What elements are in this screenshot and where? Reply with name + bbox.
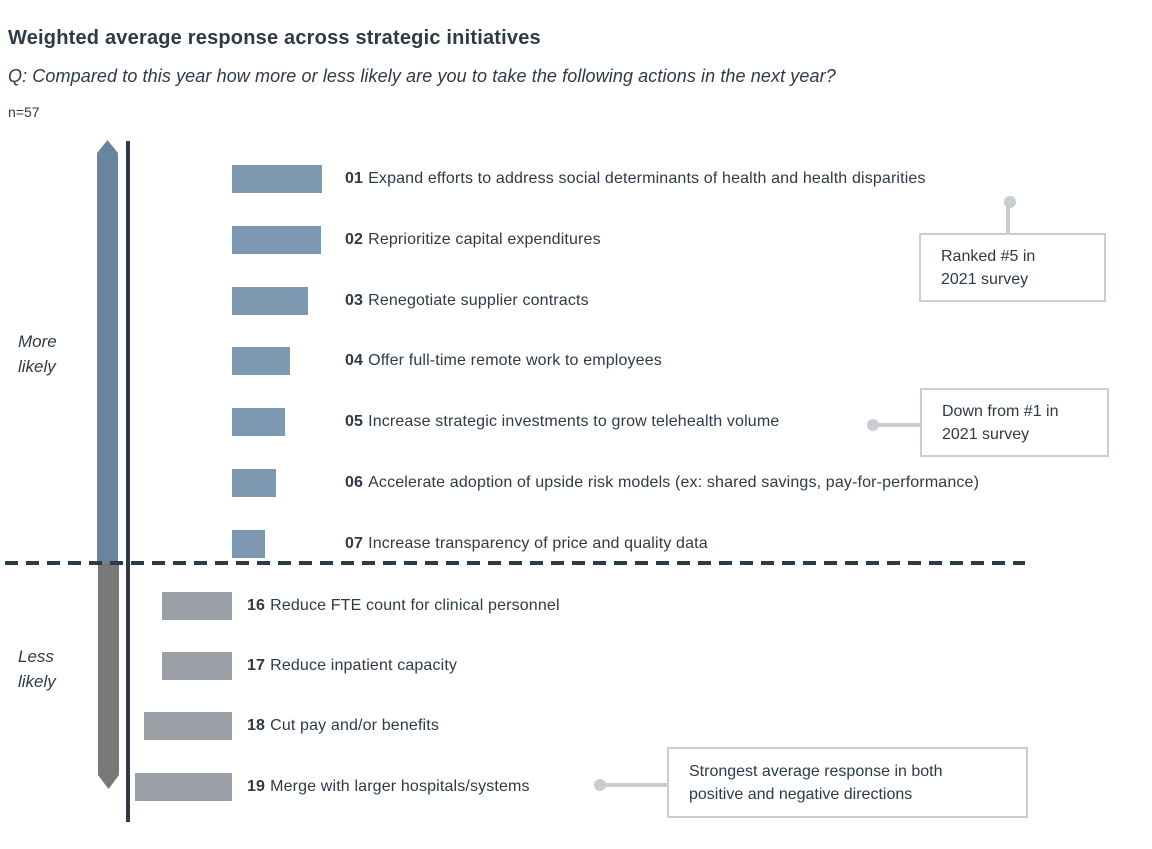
more-likely-bar — [232, 408, 285, 436]
initiative-label-group: 06 Accelerate adoption of upside risk mod… — [345, 469, 979, 497]
initiative-rank: 05 — [345, 413, 364, 430]
less-likely-arrow-icon — [98, 563, 119, 789]
less-likely-label-line2: likely — [18, 672, 56, 691]
initiative-rank: 03 — [345, 292, 364, 309]
initiative-rank: 02 — [345, 231, 364, 248]
initiative-row: 06 Accelerate adoption of upside risk mod… — [0, 469, 1152, 497]
initiative-row: 18 Cut pay and/or benefits — [0, 712, 1152, 740]
initiative-label: Reduce inpatient capacity — [270, 657, 458, 674]
callout-connector-line — [876, 423, 921, 427]
initiative-label-group: 16 Reduce FTE count for clinical personne… — [247, 592, 560, 620]
initiative-rank: 07 — [345, 535, 364, 552]
callout-connector-dot — [867, 419, 879, 431]
initiative-label-group: 01 Expand efforts to address social deter… — [345, 165, 926, 193]
more-likely-bar — [232, 287, 308, 315]
initiative-label: Renegotiate supplier contracts — [368, 292, 589, 309]
survey-question: Q: Compared to this year how more or les… — [8, 66, 836, 86]
callout-box: Down from #1 in 2021 survey — [920, 388, 1109, 457]
less-likely-bar — [162, 652, 232, 680]
callout-text-line: 2021 survey — [942, 425, 1030, 443]
callout-text-line: Down from #1 in — [942, 402, 1059, 420]
callout-box: Ranked #5 in 2021 survey — [919, 233, 1106, 302]
initiative-rank: 06 — [345, 474, 364, 491]
less-likely-bar — [135, 773, 232, 801]
callout-text-line: Ranked #5 in — [941, 247, 1036, 265]
sample-size: n=57 — [8, 104, 40, 120]
more-likely-bar — [232, 165, 322, 193]
initiative-row: 03 Renegotiate supplier contracts — [0, 287, 1152, 315]
callout-box: Strongest average response in both positi… — [667, 747, 1028, 818]
initiative-row: 19 Merge with larger hospitals/systems — [0, 773, 1152, 801]
more-likely-bar — [232, 530, 265, 558]
more-likely-bar — [232, 226, 321, 254]
initiative-row: 16 Reduce FTE count for clinical personne… — [0, 592, 1152, 620]
callout-connector-line — [1006, 206, 1010, 234]
more-likely-label-line1: More — [18, 332, 57, 351]
initiative-label: Accelerate adoption of upside risk model… — [368, 474, 980, 491]
callout-connector-dot — [594, 779, 606, 791]
initiative-row: 01 Expand efforts to address social deter… — [0, 165, 1152, 193]
less-likely-bar — [144, 712, 232, 740]
initiative-label-group: 05 Increase strategic investments to grow… — [345, 408, 779, 436]
initiative-label-group: 04 Offer full-time remote work to employe… — [345, 347, 662, 375]
initiative-rank: 19 — [247, 778, 266, 795]
initiative-rank: 04 — [345, 352, 364, 369]
less-likely-label: Less likely — [18, 644, 56, 694]
initiative-label: Increase transparency of price and quali… — [368, 535, 708, 552]
initiative-label-group: 17 Reduce inpatient capacity — [247, 652, 457, 680]
chart-title: Weighted average response across strateg… — [8, 27, 541, 49]
more-likely-bar — [232, 469, 276, 497]
initiative-label-group: 18 Cut pay and/or benefits — [247, 712, 439, 740]
initiative-label: Increase strategic investments to grow t… — [368, 413, 780, 430]
initiative-rank: 16 — [247, 597, 266, 614]
less-likely-label-line1: Less — [18, 647, 54, 666]
initiative-label: Offer full-time remote work to employees — [368, 352, 662, 369]
initiative-label: Cut pay and/or benefits — [270, 717, 439, 734]
more-likely-label: More likely — [18, 329, 57, 379]
initiative-row: 17 Reduce inpatient capacity — [0, 652, 1152, 680]
initiative-row: 02 Reprioritize capital expenditures — [0, 226, 1152, 254]
initiative-row: 04 Offer full-time remote work to employe… — [0, 347, 1152, 375]
initiative-label-group: 07 Increase transparency of price and qua… — [345, 530, 708, 558]
callout-text-line: Strongest average response in both — [689, 762, 943, 780]
initiative-label: Reduce FTE count for clinical personnel — [270, 597, 560, 614]
callout-text-line: positive and negative directions — [689, 785, 913, 803]
more-likely-bar — [232, 347, 290, 375]
initiative-rank: 18 — [247, 717, 266, 734]
more-likely-label-line2: likely — [18, 357, 56, 376]
callout-text-line: 2021 survey — [941, 270, 1029, 288]
less-likely-bar — [162, 592, 232, 620]
initiative-label: Expand efforts to address social determi… — [368, 170, 926, 187]
initiative-label: Merge with larger hospitals/systems — [270, 778, 530, 795]
likelihood-axis-line — [126, 141, 130, 822]
initiative-row: 05 Increase strategic investments to grow… — [0, 408, 1152, 436]
initiative-label: Reprioritize capital expenditures — [368, 231, 601, 248]
more-likely-arrow-icon — [97, 140, 118, 563]
initiative-label-group: 19 Merge with larger hospitals/systems — [247, 773, 530, 801]
initiative-rank: 01 — [345, 170, 364, 187]
callout-connector-dot — [1004, 196, 1016, 208]
initiative-row: 07 Increase transparency of price and qua… — [0, 530, 1152, 558]
callout-connector-line — [603, 783, 668, 787]
initiative-rank: 17 — [247, 657, 266, 674]
initiative-label-group: 03 Renegotiate supplier contracts — [345, 287, 589, 315]
initiative-label-group: 02 Reprioritize capital expenditures — [345, 226, 601, 254]
neutral-divider-dashed-line — [5, 561, 1025, 565]
